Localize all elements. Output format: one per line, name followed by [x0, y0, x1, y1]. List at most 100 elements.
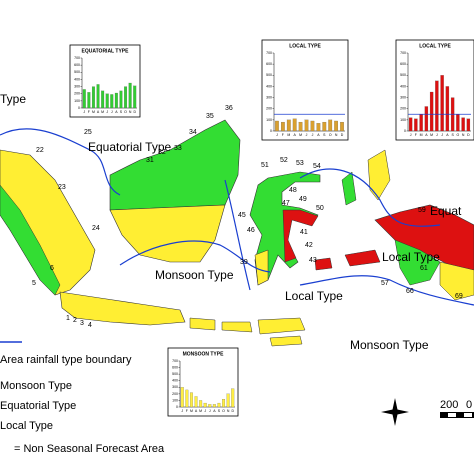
- inset-bar: [461, 117, 465, 132]
- boundary-line: [299, 275, 474, 306]
- region-number: 1: [66, 315, 70, 322]
- region-number: 43: [309, 257, 317, 264]
- inset-tick-label: 700: [74, 56, 80, 60]
- island: [257, 317, 306, 335]
- inset-bar: [222, 399, 226, 408]
- inset-title: LOCAL TYPE: [419, 43, 451, 49]
- region-number: 66: [406, 288, 414, 295]
- inset-bar: [419, 114, 423, 132]
- region-number: 47: [282, 200, 290, 207]
- inset-month: A: [195, 409, 198, 413]
- inset-bar: [101, 90, 105, 109]
- inset-tick-label: 500: [74, 70, 80, 74]
- region-number: 24: [92, 225, 100, 232]
- inset-month: A: [213, 409, 216, 413]
- inset-bar: [87, 92, 91, 109]
- inset-bar: [445, 86, 450, 132]
- inset-bar: [435, 80, 439, 132]
- inset-bar: [340, 121, 344, 132]
- type-label: Type: [0, 92, 26, 106]
- inset-month: O: [124, 110, 127, 114]
- inset-month: F: [186, 409, 188, 413]
- inset-month: N: [335, 133, 338, 137]
- region-number: 3: [80, 320, 84, 327]
- island: [367, 149, 391, 201]
- inset-month: A: [425, 133, 428, 137]
- scale-label: 200: [440, 399, 458, 411]
- inset-month: J: [276, 133, 278, 137]
- type-label: Equatorial Type: [88, 140, 171, 154]
- inset-tick-label: 400: [172, 379, 178, 383]
- inset-tick-label: 300: [172, 385, 178, 389]
- scale-bar: [440, 412, 474, 418]
- region-number: 52: [280, 157, 288, 164]
- inset-month: J: [306, 133, 308, 137]
- region-number: 25: [84, 129, 92, 136]
- type-label: Monsoon Type: [155, 268, 234, 282]
- inset-bar: [114, 92, 118, 109]
- kalimantan-south: [109, 204, 226, 263]
- inset-month: N: [129, 110, 132, 114]
- inset-frame: [167, 347, 239, 417]
- region-number: 45: [238, 212, 246, 219]
- scale-bar: [464, 413, 472, 417]
- inset-month: A: [446, 133, 449, 137]
- inset-month: J: [410, 133, 412, 137]
- inset-month: S: [451, 133, 454, 137]
- inset-bar: [203, 402, 207, 408]
- inset-month: D: [467, 133, 470, 137]
- inset-bar: [408, 117, 413, 132]
- region-number: 32: [158, 149, 166, 156]
- inset-month: M: [430, 133, 433, 137]
- inset-month: S: [120, 110, 123, 114]
- inset-tick-label: 200: [172, 392, 178, 396]
- inset-month: M: [287, 133, 290, 137]
- region-number: 42: [305, 242, 313, 249]
- inset-bar: [128, 82, 132, 109]
- inset-tick-label: 100: [266, 118, 272, 122]
- inset-bar: [328, 119, 333, 132]
- inset-bar: [466, 118, 471, 132]
- inset-bar: [424, 106, 429, 132]
- region-number: 31: [146, 157, 154, 164]
- island: [221, 321, 253, 333]
- inset-bar: [217, 402, 221, 408]
- inset-month: M: [190, 409, 193, 413]
- region-number: 57: [381, 280, 389, 287]
- inset-tick-label: 600: [172, 365, 178, 369]
- inset-bar: [310, 120, 315, 132]
- inset-tick-label: 400: [400, 84, 406, 88]
- type-label: Monsoon Type: [350, 338, 429, 352]
- inset-month: F: [88, 110, 90, 114]
- region-number: 4: [88, 322, 92, 329]
- inset-month: O: [222, 409, 225, 413]
- region-number: 50: [316, 205, 324, 212]
- island: [341, 171, 357, 206]
- inset-tick-label: 0: [270, 129, 272, 133]
- inset-month: J: [312, 133, 314, 137]
- region-number: 48: [289, 187, 297, 194]
- region-number: 61: [420, 265, 428, 272]
- inset-tick-label: 0: [176, 405, 178, 409]
- region-number: 33: [174, 145, 182, 152]
- inset-tick-label: 300: [74, 84, 80, 88]
- inset-tick-label: 200: [400, 107, 406, 111]
- inset-bar: [208, 404, 212, 408]
- region-number: 6: [50, 265, 54, 272]
- inset-month: D: [231, 409, 234, 413]
- legend-text: = Non Seasonal Forecast Area: [14, 443, 165, 455]
- inset-tick-label: 600: [74, 63, 80, 67]
- inset-tick-label: 200: [266, 107, 272, 111]
- boundary-line: [0, 128, 121, 196]
- inset-month: N: [227, 409, 230, 413]
- inset-tick-label: 700: [400, 51, 406, 55]
- inset-bar: [275, 120, 279, 132]
- compass: [381, 398, 409, 426]
- region-number: 49: [299, 196, 307, 203]
- legend-text: Area rainfall type boundary: [0, 354, 132, 366]
- type-label: Local Type: [285, 289, 343, 303]
- inset-month: M: [299, 133, 302, 137]
